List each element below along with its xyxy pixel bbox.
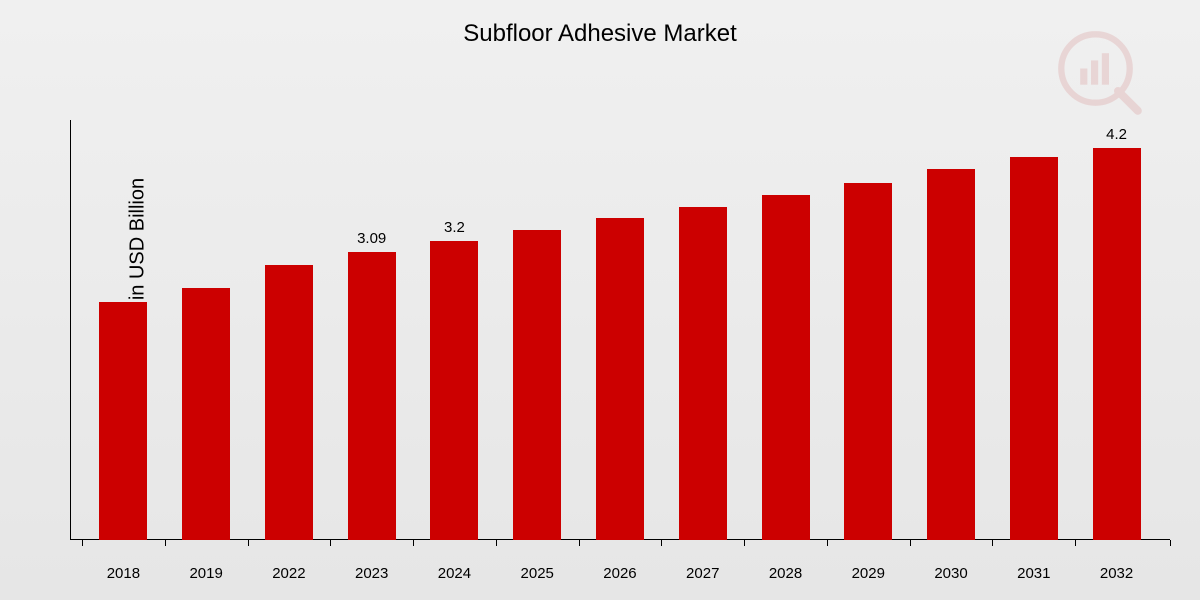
x-tick bbox=[496, 540, 497, 546]
bar-slot bbox=[992, 120, 1075, 540]
bar bbox=[1010, 157, 1058, 540]
bar-slot bbox=[827, 120, 910, 540]
x-tick bbox=[992, 540, 993, 546]
x-tick bbox=[910, 540, 911, 546]
bar bbox=[513, 230, 561, 540]
bar-slot: 3.2 bbox=[413, 120, 496, 540]
watermark-logo-icon bbox=[1055, 28, 1145, 118]
x-axis-label: 2026 bbox=[579, 565, 662, 582]
x-axis-label: 2018 bbox=[82, 565, 165, 582]
x-axis-label: 2027 bbox=[661, 565, 744, 582]
bar-slot bbox=[910, 120, 993, 540]
bar: 4.2 bbox=[1093, 148, 1141, 540]
bar-slot bbox=[496, 120, 579, 540]
bar-slot bbox=[82, 120, 165, 540]
bar-value-label: 3.09 bbox=[357, 230, 386, 247]
x-axis-label: 2022 bbox=[248, 565, 331, 582]
bars-group: 3.09 3.2 4.2 bbox=[70, 120, 1170, 540]
x-tick bbox=[827, 540, 828, 546]
bar: 3.09 bbox=[348, 252, 396, 540]
x-tick bbox=[744, 540, 745, 546]
bar bbox=[762, 195, 810, 540]
x-axis-label: 2031 bbox=[992, 565, 1075, 582]
bar bbox=[265, 265, 313, 540]
chart-title: Subfloor Adhesive Market bbox=[463, 20, 736, 48]
plot-area: 3.09 3.2 4.2 bbox=[70, 120, 1170, 540]
bar bbox=[596, 218, 644, 540]
x-tick bbox=[165, 540, 166, 546]
x-tick bbox=[330, 540, 331, 546]
x-axis-label: 2029 bbox=[827, 565, 910, 582]
x-axis-label: 2025 bbox=[496, 565, 579, 582]
bar bbox=[99, 302, 147, 540]
bar-slot bbox=[744, 120, 827, 540]
bar-slot: 3.09 bbox=[330, 120, 413, 540]
x-tick bbox=[413, 540, 414, 546]
x-tick bbox=[579, 540, 580, 546]
bar bbox=[679, 207, 727, 540]
bar-slot bbox=[661, 120, 744, 540]
x-axis-label: 2023 bbox=[330, 565, 413, 582]
chart-container: Subfloor Adhesive Market Market Value in… bbox=[0, 0, 1200, 600]
bar-slot bbox=[579, 120, 662, 540]
x-axis-label: 2019 bbox=[165, 565, 248, 582]
bar-slot: 4.2 bbox=[1075, 120, 1158, 540]
x-tick bbox=[82, 540, 83, 546]
x-axis-label: 2028 bbox=[744, 565, 827, 582]
bar-slot bbox=[165, 120, 248, 540]
bar-value-label: 4.2 bbox=[1106, 126, 1127, 143]
bar-value-label: 3.2 bbox=[444, 219, 465, 236]
bar-slot bbox=[248, 120, 331, 540]
bar bbox=[182, 288, 230, 540]
bar: 3.2 bbox=[430, 241, 478, 540]
x-axis-labels: 2018201920222023202420252026202720282029… bbox=[70, 565, 1170, 582]
x-axis-label: 2032 bbox=[1075, 565, 1158, 582]
x-tick bbox=[1075, 540, 1076, 546]
x-axis-label: 2024 bbox=[413, 565, 496, 582]
bar bbox=[844, 183, 892, 540]
x-tick bbox=[661, 540, 662, 546]
bar bbox=[927, 169, 975, 540]
x-tick bbox=[248, 540, 249, 546]
x-axis-label: 2030 bbox=[910, 565, 993, 582]
x-tick bbox=[1170, 540, 1171, 546]
